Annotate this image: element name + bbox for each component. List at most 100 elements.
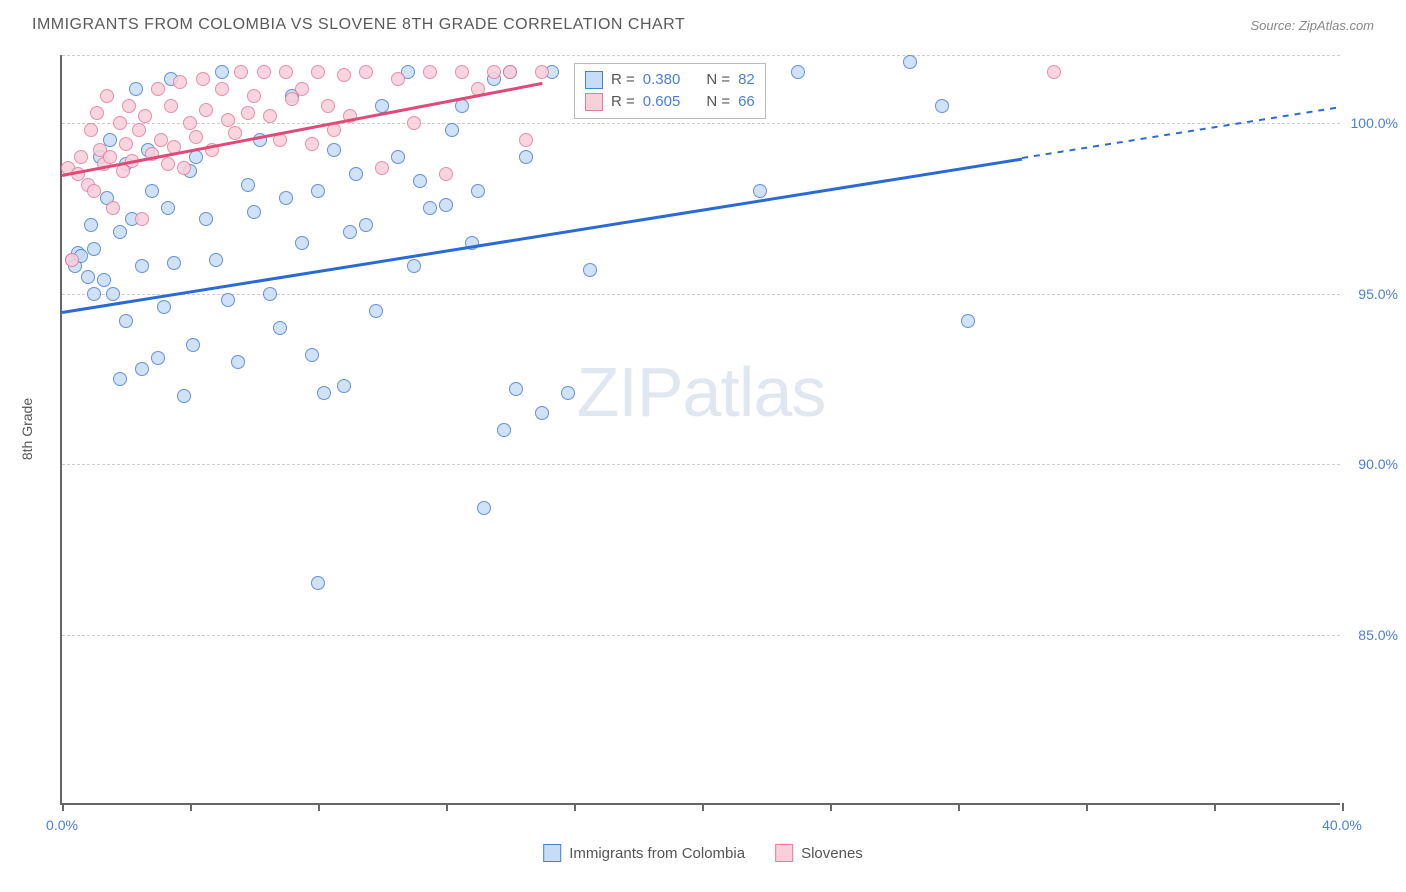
- scatter-point: [279, 191, 293, 205]
- scatter-point: [87, 242, 101, 256]
- scatter-point: [509, 382, 523, 396]
- scatter-point: [327, 143, 341, 157]
- scatter-point: [535, 65, 549, 79]
- bottom-legend-label: Immigrants from Colombia: [569, 845, 745, 862]
- scatter-point: [407, 116, 421, 130]
- scatter-point: [321, 99, 335, 113]
- scatter-point: [106, 287, 120, 301]
- scatter-point: [263, 109, 277, 123]
- scatter-point: [161, 157, 175, 171]
- gridline-h: [62, 55, 1340, 56]
- scatter-point: [935, 99, 949, 113]
- scatter-point: [369, 304, 383, 318]
- scatter-point: [561, 386, 575, 400]
- scatter-point: [135, 259, 149, 273]
- scatter-point: [183, 116, 197, 130]
- plot-area: 8th Grade ZIPatlas 85.0%90.0%95.0%100.0%…: [60, 55, 1340, 805]
- gridline-h: [62, 464, 1340, 465]
- x-tick: [1086, 803, 1088, 811]
- scatter-point: [199, 103, 213, 117]
- scatter-point: [106, 201, 120, 215]
- scatter-point: [241, 106, 255, 120]
- scatter-point: [503, 65, 517, 79]
- scatter-point: [100, 89, 114, 103]
- scatter-point: [311, 184, 325, 198]
- x-tick-label: 0.0%: [46, 817, 78, 833]
- legend-swatch: [585, 71, 603, 89]
- scatter-point: [84, 218, 98, 232]
- scatter-point: [186, 338, 200, 352]
- scatter-point: [65, 253, 79, 267]
- scatter-point: [487, 65, 501, 79]
- scatter-point: [196, 72, 210, 86]
- x-tick: [318, 803, 320, 811]
- scatter-point: [583, 263, 597, 277]
- scatter-point: [519, 150, 533, 164]
- scatter-point: [129, 82, 143, 96]
- legend-row: R =0.380N =82: [585, 69, 755, 91]
- scatter-point: [231, 355, 245, 369]
- scatter-point: [157, 300, 171, 314]
- scatter-point: [221, 293, 235, 307]
- x-tick: [830, 803, 832, 811]
- legend-row: R =0.605N =66: [585, 91, 755, 113]
- scatter-point: [311, 65, 325, 79]
- scatter-point: [337, 379, 351, 393]
- bottom-legend-label: Slovenes: [801, 845, 863, 862]
- bottom-legend-item: Immigrants from Colombia: [543, 844, 745, 862]
- scatter-point: [311, 576, 325, 590]
- scatter-point: [234, 65, 248, 79]
- scatter-point: [119, 314, 133, 328]
- scatter-point: [151, 82, 165, 96]
- scatter-point: [359, 65, 373, 79]
- scatter-point: [375, 161, 389, 175]
- scatter-point: [164, 99, 178, 113]
- trend-line: [62, 157, 1022, 313]
- bottom-legend: Immigrants from Colombia Slovenes: [543, 844, 863, 862]
- scatter-point: [791, 65, 805, 79]
- watermark: ZIPatlas: [577, 352, 826, 432]
- scatter-point: [423, 201, 437, 215]
- n-value: 82: [738, 71, 755, 88]
- scatter-point: [74, 150, 88, 164]
- scatter-point: [279, 65, 293, 79]
- gridline-h: [62, 294, 1340, 295]
- scatter-point: [497, 423, 511, 437]
- n-label: N =: [706, 93, 730, 110]
- scatter-point: [113, 225, 127, 239]
- scatter-point: [167, 256, 181, 270]
- scatter-point: [228, 126, 242, 140]
- watermark-zip: ZIP: [577, 353, 683, 431]
- scatter-point: [177, 389, 191, 403]
- watermark-atlas: atlas: [683, 353, 826, 431]
- scatter-point: [87, 184, 101, 198]
- r-value: 0.605: [643, 93, 681, 110]
- scatter-point: [97, 273, 111, 287]
- scatter-point: [209, 253, 223, 267]
- scatter-point: [903, 55, 917, 69]
- scatter-point: [535, 406, 549, 420]
- scatter-point: [189, 130, 203, 144]
- scatter-point: [132, 123, 146, 137]
- scatter-point: [199, 212, 213, 226]
- scatter-point: [257, 65, 271, 79]
- scatter-point: [359, 218, 373, 232]
- scatter-point: [145, 184, 159, 198]
- scatter-point: [961, 314, 975, 328]
- x-tick: [574, 803, 576, 811]
- bottom-legend-item: Slovenes: [775, 844, 863, 862]
- y-tick-label: 90.0%: [1358, 456, 1398, 472]
- scatter-point: [1047, 65, 1061, 79]
- scatter-point: [119, 137, 133, 151]
- x-tick: [702, 803, 704, 811]
- scatter-point: [173, 75, 187, 89]
- scatter-point: [87, 287, 101, 301]
- scatter-point: [295, 236, 309, 250]
- scatter-point: [273, 321, 287, 335]
- y-tick-label: 85.0%: [1358, 627, 1398, 643]
- scatter-point: [407, 259, 421, 273]
- scatter-point: [161, 201, 175, 215]
- legend-swatch: [775, 844, 793, 862]
- stats-legend: R =0.380N =82R =0.605N =66: [574, 63, 766, 119]
- scatter-point: [113, 372, 127, 386]
